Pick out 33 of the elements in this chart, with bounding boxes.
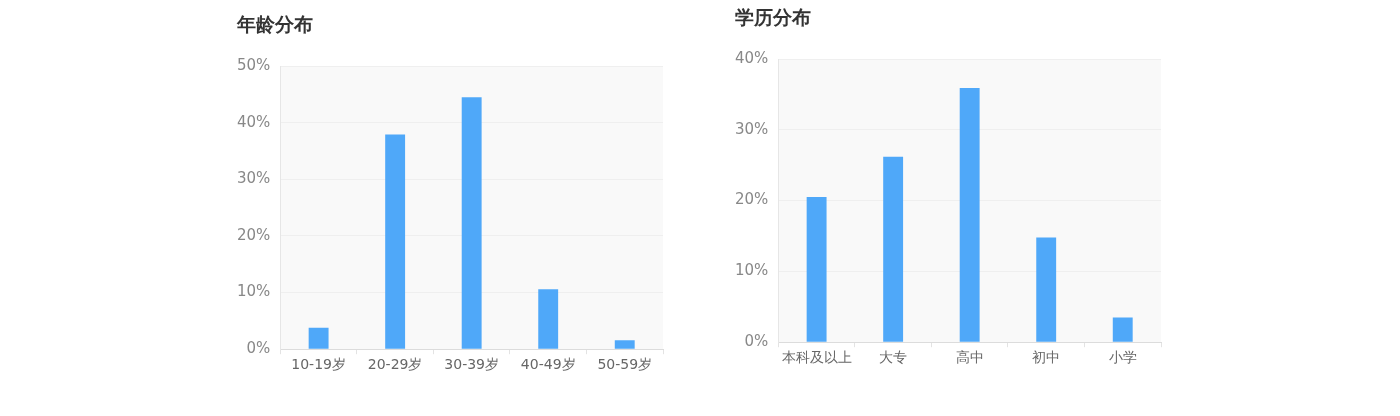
- bar: [461, 97, 482, 349]
- bar: [614, 340, 635, 349]
- chart-title: 学历分布: [735, 5, 811, 30]
- bar: [1112, 317, 1133, 342]
- x-tick-label: 40-49岁: [520, 356, 576, 373]
- x-tick-label: 10-19岁: [291, 356, 346, 373]
- bar: [959, 88, 980, 342]
- x-tick-label: 高中: [955, 349, 984, 366]
- y-tick-label: 0%: [246, 339, 271, 358]
- bar: [538, 289, 559, 349]
- y-tick-label: 20%: [237, 225, 271, 244]
- bar: [385, 134, 406, 349]
- bar: [883, 156, 904, 342]
- x-tick-label: 30-39岁: [444, 356, 500, 373]
- chart-title: 年龄分布: [237, 12, 313, 37]
- x-tick-label: 大专: [879, 349, 908, 366]
- y-tick-label: 30%: [237, 169, 271, 188]
- x-tick-label: 20-29岁: [367, 356, 423, 373]
- y-tick-label: 40%: [735, 48, 769, 67]
- x-tick-label: 小学: [1108, 349, 1137, 366]
- y-tick-label: 30%: [735, 119, 769, 138]
- y-tick-label: 50%: [237, 55, 271, 74]
- y-tick-label: 10%: [735, 261, 769, 280]
- x-tick-label: 本科及以上: [781, 349, 852, 366]
- y-tick-label: 20%: [735, 190, 769, 209]
- bar: [806, 197, 827, 342]
- y-tick-label: 0%: [744, 332, 769, 351]
- bar: [1036, 237, 1057, 342]
- bar: [308, 327, 329, 349]
- x-tick-label: 初中: [1032, 349, 1061, 366]
- y-tick-label: 40%: [237, 112, 271, 131]
- x-tick-label: 50-59岁: [597, 356, 653, 373]
- y-tick-label: 10%: [237, 282, 271, 301]
